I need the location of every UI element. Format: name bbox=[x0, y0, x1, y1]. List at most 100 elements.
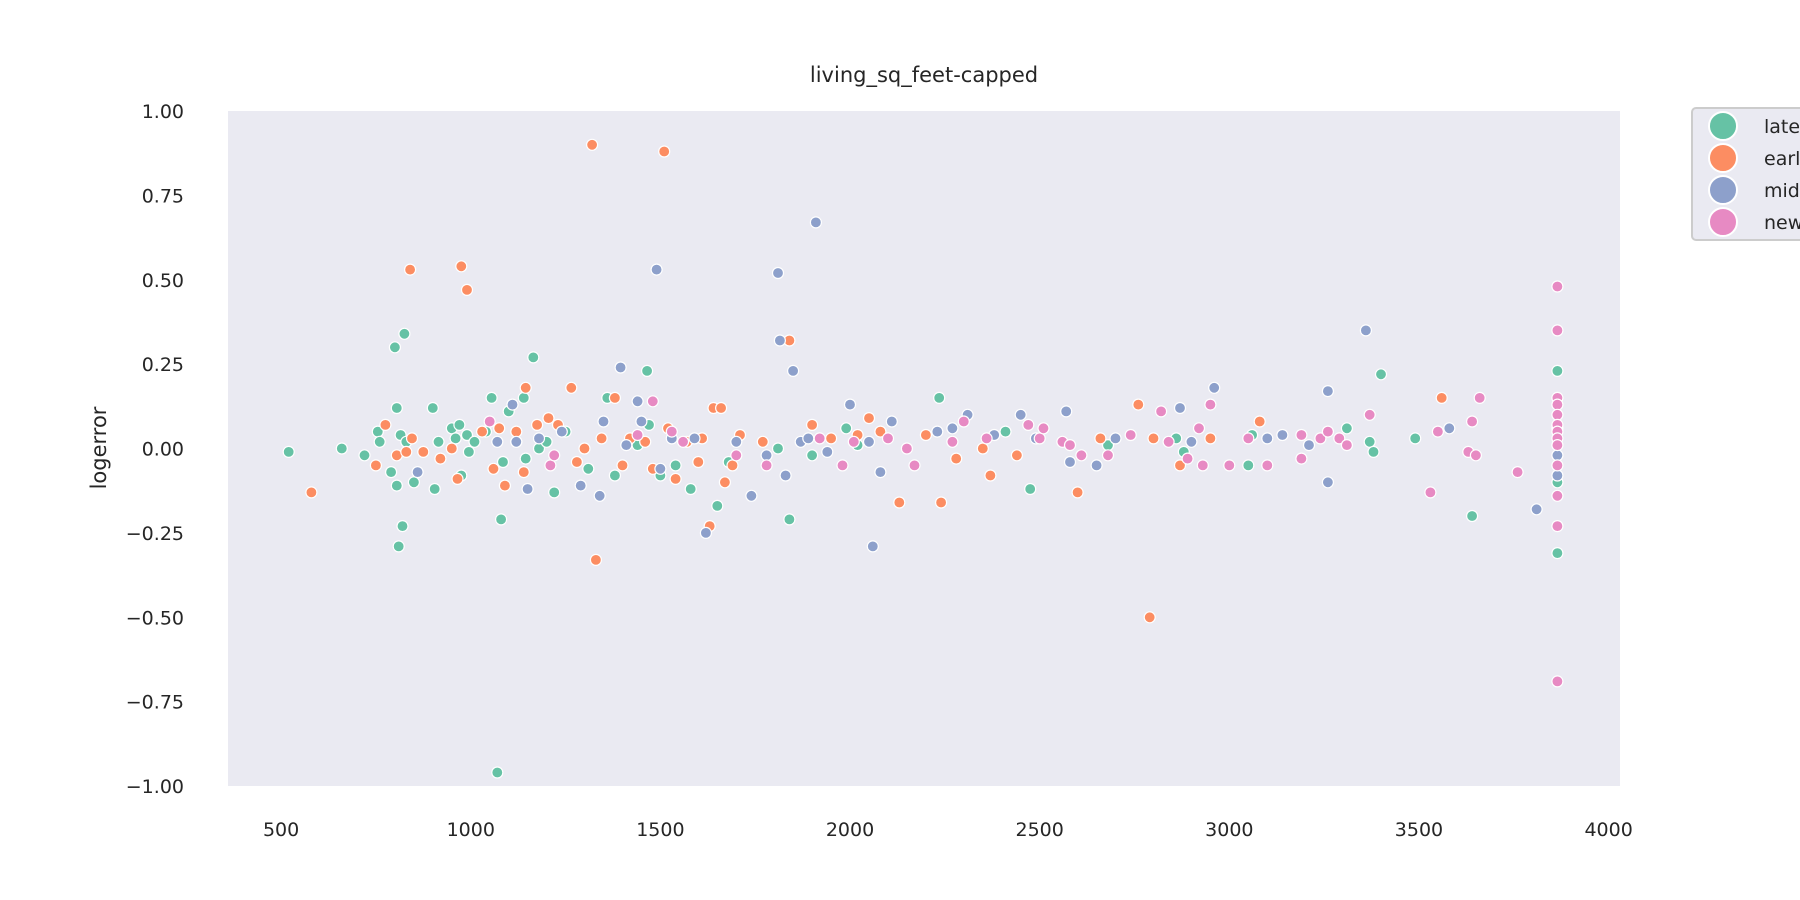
data-point-late bbox=[385, 466, 398, 479]
data-point-late bbox=[396, 519, 409, 533]
data-point-earl bbox=[756, 435, 769, 448]
data-point-earl bbox=[305, 486, 318, 499]
data-point-late bbox=[432, 435, 445, 448]
data-point-new bbox=[900, 442, 914, 455]
data-point-mid bbox=[1014, 408, 1027, 421]
data-point-earl bbox=[874, 425, 887, 438]
data-point-late bbox=[392, 540, 405, 553]
data-point-mid bbox=[1063, 455, 1077, 469]
legend-marker-mid bbox=[1708, 175, 1738, 205]
y-tick-label: 0.00 bbox=[142, 439, 184, 461]
data-point-new bbox=[1551, 439, 1564, 452]
data-point-new bbox=[1124, 428, 1137, 442]
data-point-new bbox=[1551, 675, 1564, 688]
data-point-new bbox=[548, 449, 561, 462]
chart-title: living_sq_feet-capped bbox=[810, 63, 1038, 88]
data-point-late bbox=[282, 445, 295, 458]
data-point-new bbox=[676, 435, 690, 448]
data-point-earl bbox=[460, 283, 474, 296]
data-point-earl bbox=[585, 138, 599, 151]
data-point-new bbox=[544, 459, 557, 472]
data-point-mid bbox=[654, 462, 667, 475]
data-point-new bbox=[1469, 449, 1483, 462]
data-point-mid bbox=[874, 466, 887, 479]
y-tick-label: −0.25 bbox=[126, 523, 184, 545]
data-point-new bbox=[1192, 422, 1206, 435]
data-point-earl bbox=[451, 472, 464, 485]
data-point-earl bbox=[455, 260, 468, 273]
data-point-earl bbox=[805, 418, 819, 431]
data-point-new bbox=[1204, 398, 1217, 411]
data-point-mid bbox=[786, 364, 800, 377]
data-point-late bbox=[390, 479, 403, 492]
data-point-earl bbox=[434, 452, 447, 465]
data-point-new bbox=[1424, 486, 1437, 499]
data-point-mid bbox=[597, 415, 610, 428]
data-point-late bbox=[933, 391, 946, 404]
data-point-new bbox=[957, 415, 970, 428]
data-point-new bbox=[1162, 435, 1175, 448]
data-point-mid bbox=[1551, 469, 1564, 482]
data-point-mid bbox=[843, 398, 857, 411]
data-point-new bbox=[1431, 425, 1445, 438]
data-point-earl bbox=[578, 442, 591, 455]
data-point-earl bbox=[487, 462, 500, 475]
data-point-mid bbox=[1276, 428, 1289, 442]
y-tick-label: −0.50 bbox=[126, 607, 184, 629]
data-point-mid bbox=[1443, 422, 1456, 435]
data-point-late bbox=[1340, 422, 1354, 435]
data-point-new bbox=[1551, 408, 1564, 421]
data-point-late bbox=[840, 422, 853, 435]
data-point-late bbox=[1551, 546, 1564, 560]
data-point-new bbox=[847, 435, 860, 448]
data-point-late bbox=[527, 351, 540, 364]
data-point-late bbox=[491, 766, 504, 779]
data-point-late bbox=[548, 486, 561, 499]
plot-background bbox=[228, 111, 1620, 786]
data-point-late bbox=[1367, 445, 1380, 458]
data-point-mid bbox=[574, 479, 587, 492]
data-point-earl bbox=[589, 553, 603, 567]
data-point-earl bbox=[1204, 432, 1217, 445]
x-tick-label: 1000 bbox=[447, 819, 495, 841]
data-point-mid bbox=[931, 425, 944, 438]
data-point-new bbox=[813, 432, 826, 445]
data-point-earl bbox=[1071, 486, 1084, 499]
y-axis-label: logerror bbox=[87, 406, 111, 489]
data-point-new bbox=[631, 428, 644, 442]
data-point-mid bbox=[650, 263, 663, 276]
data-point-new bbox=[1551, 519, 1564, 533]
data-point-mid bbox=[773, 334, 787, 347]
data-point-earl bbox=[445, 442, 458, 455]
data-point-late bbox=[805, 449, 819, 462]
data-point-mid bbox=[1321, 385, 1335, 398]
data-point-new bbox=[1551, 280, 1564, 293]
data-point-mid bbox=[885, 415, 898, 428]
data-point-new bbox=[1321, 425, 1335, 438]
data-point-late bbox=[517, 391, 530, 404]
x-tick-label: 1500 bbox=[636, 819, 684, 841]
data-point-mid bbox=[411, 466, 424, 479]
legend-label-earl: earl bbox=[1764, 148, 1800, 170]
data-point-earl bbox=[510, 425, 523, 438]
data-point-new bbox=[1101, 449, 1115, 462]
data-point-earl bbox=[608, 391, 622, 404]
data-point-earl bbox=[976, 442, 989, 455]
data-point-earl bbox=[542, 412, 555, 425]
data-point-late bbox=[388, 341, 401, 354]
x-tick-label: 3000 bbox=[1205, 819, 1253, 841]
y-tick-label: 0.50 bbox=[142, 270, 184, 292]
y-tick-label: 0.25 bbox=[142, 354, 184, 376]
data-point-late bbox=[407, 476, 420, 489]
data-point-earl bbox=[417, 445, 430, 458]
x-tick-label: 500 bbox=[263, 819, 299, 841]
data-point-earl bbox=[1173, 459, 1187, 472]
data-point-mid bbox=[1261, 432, 1274, 445]
data-point-earl bbox=[404, 263, 417, 276]
data-point-earl bbox=[1132, 398, 1145, 411]
legend[interactable]: late earl mid new bbox=[1691, 107, 1800, 241]
data-point-earl bbox=[498, 479, 511, 492]
legend-marker-new bbox=[1708, 207, 1738, 237]
data-point-new bbox=[1261, 459, 1274, 472]
